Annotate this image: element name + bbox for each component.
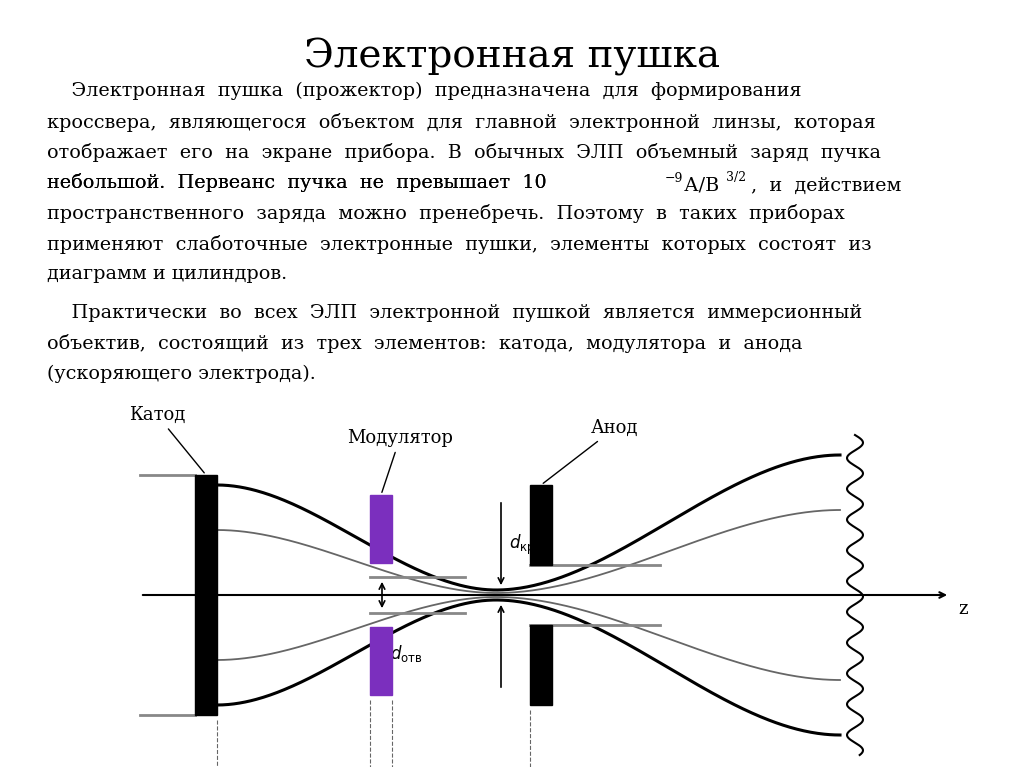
Text: Электронная  пушка  (прожектор)  предназначена  для  формирования: Электронная пушка (прожектор) предназнач… (47, 82, 802, 100)
Text: ,  и  действием: , и действием (745, 176, 901, 195)
Text: (ускоряющего электрода).: (ускоряющего электрода). (47, 364, 315, 383)
Text: кроссвера,  являющегося  объектом  для  главной  электронной  линзы,  которая: кроссвера, являющегося объектом для глав… (47, 113, 876, 131)
Text: Катод: Катод (129, 406, 204, 472)
Text: отображает  его  на  экране  прибора.  В  обычных  ЭЛП  объемный  заряд  пучка: отображает его на экране прибора. В обыч… (47, 143, 881, 162)
Bar (530, 485, 552, 565)
Bar (370, 627, 392, 695)
Text: пространственного  заряда  можно  пренебречь.  Поэтому  в  таких  приборах: пространственного заряда можно пренебреч… (47, 204, 845, 223)
Text: 3/2: 3/2 (726, 172, 746, 185)
Bar (370, 495, 392, 563)
Bar (530, 625, 552, 705)
Text: небольшой.  Первеанс  пучка  не  превышает  10: небольшой. Первеанс пучка не превышает 1… (47, 173, 547, 193)
Text: Практически  во  всех  ЭЛП  электронной  пушкой  является  иммерсионный: Практически во всех ЭЛП электронной пушк… (47, 304, 862, 321)
Bar (195, 475, 217, 715)
Text: −9: −9 (665, 172, 683, 185)
Text: $d_{\rm кр}$: $d_{\rm кр}$ (509, 533, 536, 557)
Text: $d_{\rm отв}$: $d_{\rm отв}$ (390, 643, 423, 664)
Text: применяют  слаботочные  электронные  пушки,  элементы  которых  состоят  из: применяют слаботочные электронные пушки,… (47, 235, 871, 254)
Text: Анод: Анод (543, 419, 639, 483)
Text: объектив,  состоящий  из  трех  элементов:  катода,  модулятора  и  анода: объектив, состоящий из трех элементов: к… (47, 334, 803, 353)
Text: Электронная пушка: Электронная пушка (304, 38, 720, 76)
Text: z: z (958, 600, 968, 618)
Text: Модулятор: Модулятор (347, 429, 453, 492)
Text: А/В: А/В (678, 176, 719, 195)
Text: небольшой.  Первеанс  пучка  не  превышает  10: небольшой. Первеанс пучка не превышает 1… (47, 173, 547, 193)
Text: диаграмм и цилиндров.: диаграмм и цилиндров. (47, 265, 287, 283)
